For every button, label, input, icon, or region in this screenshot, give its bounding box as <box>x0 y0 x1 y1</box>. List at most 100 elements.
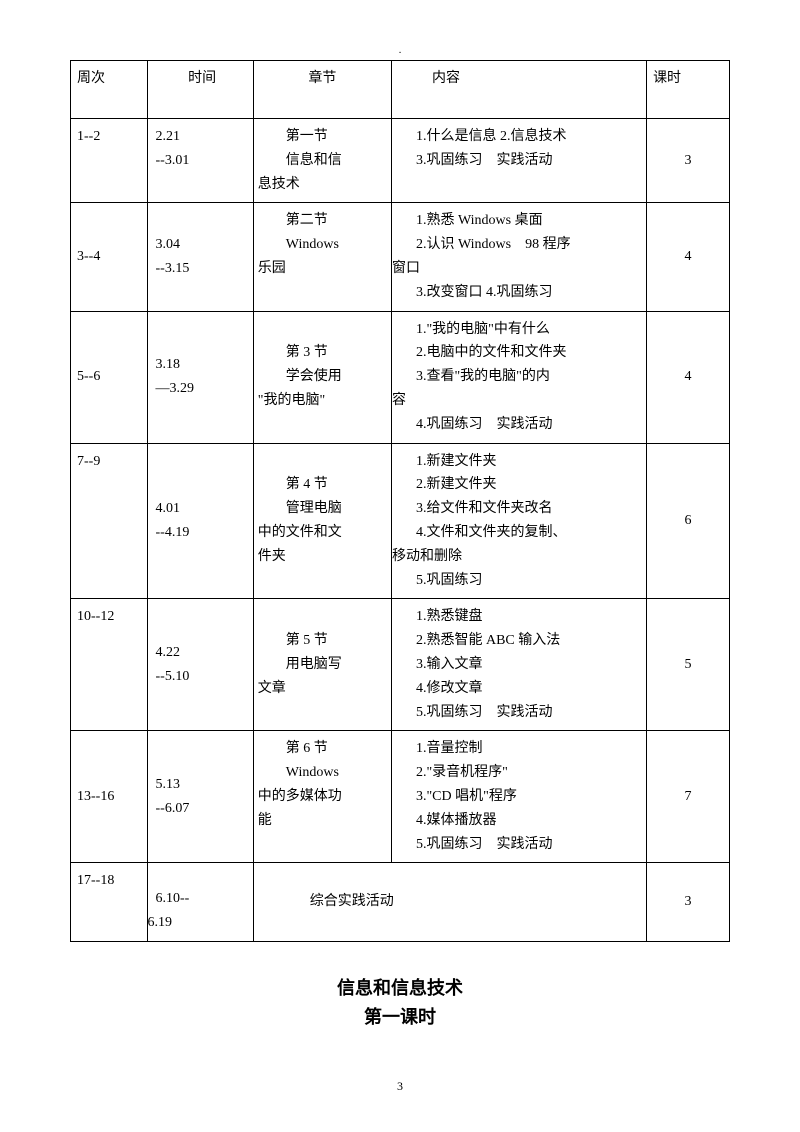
cell-merged: 综合实践活动 <box>253 863 646 942</box>
content-line: 3."CD 唱机"程序 <box>416 785 642 809</box>
content-line: 2.熟悉智能 ABC 输入法 <box>416 629 642 653</box>
content-line: 4.修改文章 <box>416 677 642 701</box>
content-line: 2."录音机程序" <box>416 761 642 785</box>
time-line: 3.04 <box>156 233 249 257</box>
chapter-line: 第二节 <box>258 209 387 233</box>
cell-time: 6.10-- 6.19 <box>147 863 253 942</box>
cell-content: 1.什么是信息 2.信息技术 3.巩固练习 实践活动 <box>391 119 646 203</box>
table-row: 10--12 4.22 --5.10 第 5 节 用电脑写 文章 1.熟悉键盘 … <box>71 599 730 731</box>
header-time: 时间 <box>147 61 253 119</box>
content-line: 1."我的电脑"中有什么 <box>416 318 642 342</box>
chapter-line: Windows <box>258 233 387 257</box>
chapter-line: 乐园 <box>258 257 387 281</box>
content-line: 4.巩固练习 实践活动 <box>416 413 642 437</box>
cell-week: 17--18 <box>71 863 148 942</box>
chapter-line: 中的多媒体功 <box>258 785 387 809</box>
schedule-table: 周次 时间 章节 内容 课时 1--2 2.21 --3.01 第一节 信息和信… <box>70 60 730 942</box>
table-row: 13--16 5.13 --6.07 第 6 节 Windows 中的多媒体功 … <box>71 731 730 863</box>
cell-hours: 6 <box>647 443 730 599</box>
cell-time: 2.21 --3.01 <box>147 119 253 203</box>
chapter-line: 管理电脑 <box>258 497 387 521</box>
chapter-line: 信息和信 <box>258 149 387 173</box>
header-chapter: 章节 <box>253 61 391 119</box>
table-row: 7--9 4.01 --4.19 第 4 节 管理电脑 中的文件和文 件夹 1.… <box>71 443 730 599</box>
cell-hours: 3 <box>647 119 730 203</box>
cell-chapter: 第二节 Windows 乐园 <box>253 203 391 311</box>
time-line: --4.19 <box>156 521 249 545</box>
cell-hours: 7 <box>647 731 730 863</box>
cell-week: 5--6 <box>71 311 148 443</box>
cell-content: 1.音量控制 2."录音机程序" 3."CD 唱机"程序 4.媒体播放器 5.巩… <box>391 731 646 863</box>
chapter-line: 件夹 <box>258 545 387 569</box>
cell-content: 1.熟悉 Windows 桌面 2.认识 Windows 98 程序 窗口 3.… <box>391 203 646 311</box>
content-line: 5.巩固练习 实践活动 <box>416 701 642 725</box>
content-line: 移动和删除 <box>416 545 642 569</box>
content-line: 5.巩固练习 <box>416 569 642 593</box>
content-line: 3.给文件和文件夹改名 <box>416 497 642 521</box>
cell-week: 10--12 <box>71 599 148 731</box>
chapter-line: 中的文件和文 <box>258 521 387 545</box>
chapter-line: 文章 <box>258 677 387 701</box>
heading-line-1: 信息和信息技术 <box>70 974 730 1003</box>
content-line: 1.音量控制 <box>416 737 642 761</box>
page-number: 3 <box>397 1079 403 1094</box>
table-row: 1--2 2.21 --3.01 第一节 信息和信 息技术 1.什么是信息 2.… <box>71 119 730 203</box>
section-heading: 信息和信息技术 第一课时 <box>70 974 730 1032</box>
content-line: 1.新建文件夹 <box>416 450 642 474</box>
time-line: 6.19 <box>156 911 249 935</box>
cell-chapter: 第 5 节 用电脑写 文章 <box>253 599 391 731</box>
content-line: 3.输入文章 <box>416 653 642 677</box>
content-line: 3.改变窗口 4.巩固练习 <box>416 281 642 305</box>
cell-time: 4.22 --5.10 <box>147 599 253 731</box>
time-line: 5.13 <box>156 773 249 797</box>
time-line: —3.29 <box>156 377 249 401</box>
time-line: 4.22 <box>156 641 249 665</box>
time-line: --3.15 <box>156 257 249 281</box>
cell-content: 1."我的电脑"中有什么 2.电脑中的文件和文件夹 3.查看"我的电脑"的内 容… <box>391 311 646 443</box>
heading-line-2: 第一课时 <box>70 1003 730 1032</box>
page-top-dot: · <box>398 48 401 59</box>
content-line: 1.熟悉键盘 <box>416 605 642 629</box>
chapter-line: 能 <box>258 809 387 833</box>
cell-chapter: 第一节 信息和信 息技术 <box>253 119 391 203</box>
chapter-line: 第一节 <box>258 125 387 149</box>
cell-week: 7--9 <box>71 443 148 599</box>
time-line: --3.01 <box>156 149 249 173</box>
content-line: 3.巩固练习 实践活动 <box>416 149 642 173</box>
chapter-line: Windows <box>258 761 387 785</box>
cell-time: 5.13 --6.07 <box>147 731 253 863</box>
cell-hours: 3 <box>647 863 730 942</box>
header-week: 周次 <box>71 61 148 119</box>
cell-content: 1.新建文件夹 2.新建文件夹 3.给文件和文件夹改名 4.文件和文件夹的复制、… <box>391 443 646 599</box>
content-line: 3.查看"我的电脑"的内 <box>416 365 642 389</box>
header-content: 内容 <box>391 61 646 119</box>
cell-chapter: 第 6 节 Windows 中的多媒体功 能 <box>253 731 391 863</box>
table-row: 5--6 3.18 —3.29 第 3 节 学会使用 "我的电脑" 1."我的电… <box>71 311 730 443</box>
chapter-line: 第 4 节 <box>258 473 387 497</box>
chapter-line: "我的电脑" <box>258 389 387 413</box>
cell-time: 4.01 --4.19 <box>147 443 253 599</box>
cell-time: 3.04 --3.15 <box>147 203 253 311</box>
content-line: 窗口 <box>416 257 642 281</box>
chapter-line: 学会使用 <box>258 365 387 389</box>
table-header-row: 周次 时间 章节 内容 课时 <box>71 61 730 119</box>
time-line: 3.18 <box>156 353 249 377</box>
chapter-line: 第 5 节 <box>258 629 387 653</box>
cell-hours: 5 <box>647 599 730 731</box>
chapter-line: 息技术 <box>258 173 387 197</box>
content-line: 2.新建文件夹 <box>416 473 642 497</box>
chapter-line: 用电脑写 <box>258 653 387 677</box>
table-row: 3--4 3.04 --3.15 第二节 Windows 乐园 1.熟悉 Win… <box>71 203 730 311</box>
time-line: --5.10 <box>156 665 249 689</box>
content-line: 4.文件和文件夹的复制、 <box>416 521 642 545</box>
content-line: 2.电脑中的文件和文件夹 <box>416 341 642 365</box>
content-line: 容 <box>416 389 642 413</box>
chapter-line: 第 6 节 <box>258 737 387 761</box>
content-line: 5.巩固练习 实践活动 <box>416 833 642 857</box>
cell-hours: 4 <box>647 311 730 443</box>
cell-content: 1.熟悉键盘 2.熟悉智能 ABC 输入法 3.输入文章 4.修改文章 5.巩固… <box>391 599 646 731</box>
cell-chapter: 第 4 节 管理电脑 中的文件和文 件夹 <box>253 443 391 599</box>
time-line: 6.10-- <box>156 887 249 911</box>
header-hours: 课时 <box>647 61 730 119</box>
content-line: 1.什么是信息 2.信息技术 <box>416 125 642 149</box>
